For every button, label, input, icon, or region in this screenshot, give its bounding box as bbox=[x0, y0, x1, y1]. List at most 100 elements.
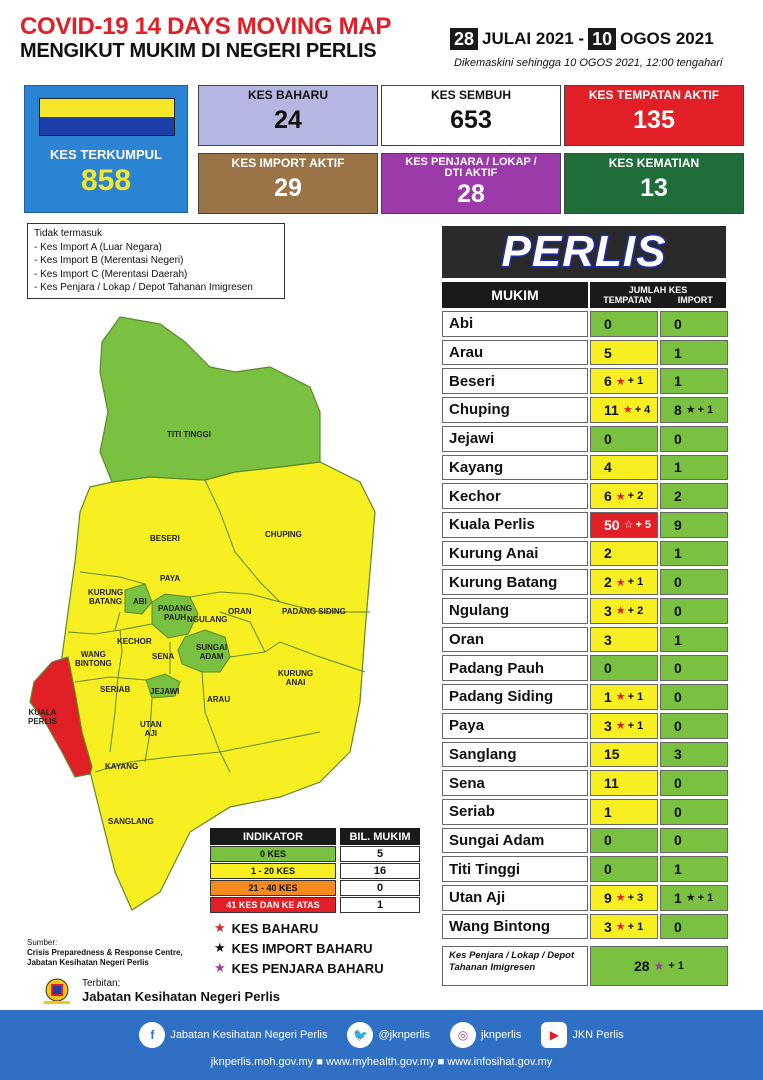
import-cases: 0 bbox=[674, 832, 682, 849]
new-local-badge: ★ + 1 bbox=[616, 690, 643, 704]
map-label-kuala-perlis: KUALA PERLIS bbox=[28, 708, 57, 726]
youtube-link[interactable]: ▶ JKN Perlis bbox=[541, 1022, 624, 1048]
import-cases: 1 bbox=[674, 344, 682, 361]
perlis-flag-icon bbox=[39, 98, 175, 136]
region-jejawi bbox=[145, 673, 181, 699]
new-local-badge: ★ + 3 bbox=[615, 891, 644, 905]
black-star-icon: ★ bbox=[685, 404, 696, 417]
map-label-utan-aji: UTAN AJI bbox=[140, 720, 162, 738]
indicator-count: 1 bbox=[340, 897, 420, 913]
new-local-badge: ☆ + 5 bbox=[623, 518, 651, 532]
local-cases: 0 bbox=[604, 861, 612, 878]
local-cases-cell: 9 ★ + 3 bbox=[590, 885, 658, 911]
mukim-name: Chuping bbox=[442, 397, 588, 423]
updated-text: Dikemaskini sehingga 10 OGOS 2021, 12:00… bbox=[454, 57, 723, 69]
mukim-name: Seriab bbox=[442, 798, 588, 825]
import-cases-cell: 0 bbox=[660, 798, 728, 825]
import-cases-cell: 1 bbox=[660, 540, 728, 567]
red-star-icon: ★ bbox=[615, 921, 626, 934]
exclusion-item: - Kes Penjara / Lokap / Depot Tahanan Im… bbox=[34, 282, 253, 293]
mukim-name: Oran bbox=[442, 626, 588, 653]
red-star-icon: ★ bbox=[622, 404, 633, 417]
instagram-label: jknperlis bbox=[480, 1029, 522, 1041]
import-cases-cell: 0 bbox=[660, 770, 728, 796]
source-note: Sumber: Crisis Preparedness & Response C… bbox=[27, 938, 197, 968]
local-cases: 1 bbox=[604, 803, 612, 820]
import-cases-cell: 2 bbox=[660, 483, 728, 509]
local-cases: 1 bbox=[604, 688, 612, 705]
new-local-badge: ★ + 1 bbox=[616, 375, 643, 388]
twitter-link[interactable]: 🐦 @jknperlis bbox=[347, 1022, 430, 1048]
local-cases-cell: 2 bbox=[590, 540, 658, 567]
map-label-sena: SENA bbox=[152, 652, 175, 661]
local-cases: 3 bbox=[604, 602, 612, 619]
local-cases-cell: 6 ★ + 1 bbox=[590, 368, 658, 395]
mukim-name: Sungai Adam bbox=[442, 827, 588, 854]
red-star-icon: ★ bbox=[615, 605, 626, 618]
new-import-count: + 1 bbox=[697, 891, 714, 904]
map-label-arau: ARAU bbox=[207, 695, 231, 704]
red-star-icon: ★ bbox=[615, 892, 626, 905]
red-star-icon: ★ bbox=[214, 920, 226, 935]
local-cases-cell: 15 bbox=[590, 741, 658, 768]
facebook-icon: f bbox=[139, 1022, 166, 1048]
table-row: Arau 5 1 bbox=[442, 339, 728, 366]
map-label-kurung-batang: KURUNG BATANG bbox=[88, 588, 124, 606]
website-links[interactable]: jknperlis.moh.gov.my ■ www.myhealth.gov.… bbox=[210, 1056, 553, 1068]
indicator-count: 0 bbox=[340, 880, 420, 896]
legend-label: KES PENJARA BAHARU bbox=[231, 960, 384, 976]
local-cases: 2 bbox=[604, 545, 612, 562]
table-row: Seriab 1 0 bbox=[442, 798, 728, 825]
stat-value: 28 bbox=[457, 180, 485, 208]
col-header-sub: TEMPATAN IMPORT bbox=[590, 295, 726, 305]
stat-label: KES KEMATIAN bbox=[608, 156, 700, 170]
indicator-label: 1 - 20 KES bbox=[210, 863, 336, 879]
local-cases-cell: 50 ☆ + 5 bbox=[590, 511, 658, 538]
new-local-count: + 3 bbox=[627, 891, 644, 904]
header-title: COVID-19 14 DAYS MOVING MAP MENGIKUT MUK… bbox=[20, 14, 450, 63]
legend-label: KES BAHARU bbox=[231, 920, 319, 936]
import-cases: 0 bbox=[674, 717, 682, 734]
stat-label: KES PENJARA / LOKAP / DTI AKTIF bbox=[382, 157, 560, 179]
indicator-row: 0 KES 5 bbox=[210, 846, 420, 862]
table-row: Kayang 4 1 bbox=[442, 454, 728, 481]
red-star-icon: ☆ bbox=[623, 519, 634, 532]
import-cases-cell: 0 bbox=[660, 827, 728, 854]
new-local-count: + 1 bbox=[627, 920, 644, 933]
table-row: Titi Tinggi 0 1 bbox=[442, 856, 728, 883]
date-end-rest: OGOS 2021 bbox=[620, 29, 714, 48]
import-cases-cell: 1 bbox=[660, 454, 728, 481]
region-padang-pauh bbox=[151, 593, 199, 639]
table-row: Utan Aji 9 ★ + 3 1 ★ + 1 bbox=[442, 885, 728, 911]
import-cases: 0 bbox=[674, 660, 682, 677]
col-header-import: IMPORT bbox=[677, 295, 713, 305]
import-cases: 0 bbox=[674, 688, 682, 705]
local-cases-cell: 11 bbox=[590, 770, 658, 796]
mukim-name: Kayang bbox=[442, 454, 588, 481]
mukim-name: Kurung Batang bbox=[442, 569, 588, 596]
local-cases: 6 bbox=[604, 488, 612, 505]
prison-value-cell: 28 ★ + 1 bbox=[590, 946, 728, 986]
red-star-icon: ★ bbox=[615, 576, 626, 589]
publisher-name: Jabatan Kesihatan Negeri Perlis bbox=[82, 989, 280, 1004]
indicator-row: 1 - 20 KES 16 bbox=[210, 863, 420, 879]
stat-value: 858 bbox=[80, 164, 132, 197]
map-label-jejawi: JEJAWI bbox=[150, 687, 180, 696]
stat-label: KES TEMPATAN AKTIF bbox=[588, 88, 720, 102]
map-label-padang-siding: PADANG SIDING bbox=[282, 607, 346, 616]
prison-new: + 1 bbox=[668, 960, 684, 972]
prison-row: Kes Penjara / Lokap / Depot Tahanan Imig… bbox=[442, 946, 728, 986]
publisher-label: Terbitan: bbox=[82, 978, 121, 989]
local-cases-cell: 3 ★ + 1 bbox=[590, 913, 658, 940]
local-cases: 3 bbox=[604, 717, 612, 734]
local-cases-cell: 6 ★ + 2 bbox=[590, 483, 658, 509]
indicator-row: 21 - 40 KES 0 bbox=[210, 880, 420, 896]
new-import-count: + 1 bbox=[697, 403, 714, 416]
instagram-link[interactable]: ◎ jknperlis bbox=[449, 1022, 522, 1048]
table-row: Sanglang 15 3 bbox=[442, 741, 728, 768]
legend-label: KES IMPORT BAHARU bbox=[231, 940, 373, 956]
facebook-link[interactable]: f Jabatan Kesihatan Negeri Perlis bbox=[139, 1022, 327, 1048]
mukim-name: Kuala Perlis bbox=[442, 511, 588, 538]
new-local-count: + 4 bbox=[634, 403, 651, 416]
